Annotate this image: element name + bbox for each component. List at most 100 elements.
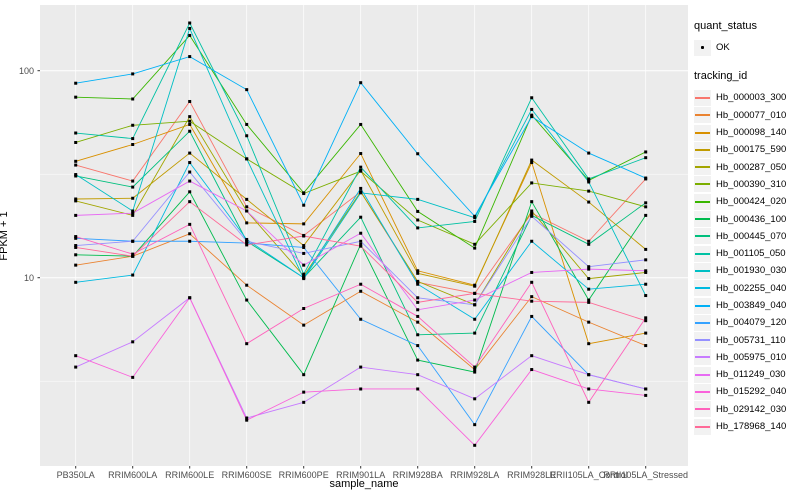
data-point xyxy=(245,221,249,225)
data-point xyxy=(188,232,192,236)
data-point xyxy=(131,185,135,189)
legend-item-Hb_000445_070: Hb_000445_070 xyxy=(694,228,800,245)
data-point xyxy=(74,213,78,217)
data-point xyxy=(644,294,648,298)
data-point xyxy=(359,81,363,85)
data-point xyxy=(74,236,78,240)
data-point xyxy=(131,239,135,243)
data-point xyxy=(245,416,249,420)
data-point xyxy=(188,115,192,119)
data-point xyxy=(245,157,249,161)
data-point xyxy=(131,137,135,141)
data-point xyxy=(188,200,192,204)
legend-key-swatch xyxy=(694,332,711,349)
legend-key-swatch xyxy=(694,262,711,279)
legend-title-tracking-id: tracking_id xyxy=(694,70,748,83)
data-point xyxy=(245,342,249,346)
legend-key-swatch xyxy=(694,193,711,210)
data-point xyxy=(359,122,363,126)
legend-item-Hb_029142_030: Hb_029142_030 xyxy=(694,401,800,418)
x-tick-label-RRIM901LA: RRIM901LA xyxy=(336,470,386,480)
data-point xyxy=(302,274,306,278)
data-point xyxy=(131,196,135,200)
data-point xyxy=(416,197,420,201)
data-point xyxy=(416,279,420,283)
data-point xyxy=(302,323,306,327)
data-point xyxy=(644,258,648,262)
data-point xyxy=(302,203,306,207)
legend-quant-status-keys: OK xyxy=(694,39,800,56)
y-tick-label: 10 xyxy=(23,272,34,283)
legend-item-Hb_000390_310: Hb_000390_310 xyxy=(694,176,800,193)
data-point xyxy=(188,26,192,30)
data-point xyxy=(74,365,78,369)
data-point xyxy=(530,280,534,284)
data-point xyxy=(416,308,420,312)
x-tick-label-RRIM600LA: RRIM600LA xyxy=(108,470,158,480)
data-point xyxy=(644,344,648,348)
data-point xyxy=(188,122,192,126)
data-point xyxy=(245,243,249,247)
data-point xyxy=(188,55,192,59)
data-point xyxy=(74,81,78,85)
data-point xyxy=(473,365,477,369)
data-point xyxy=(530,299,534,303)
data-point xyxy=(587,178,591,182)
data-point xyxy=(416,226,420,230)
data-point xyxy=(416,300,420,304)
data-point xyxy=(473,368,477,372)
data-point xyxy=(587,373,591,377)
legend-item-Hb_015292_040: Hb_015292_040 xyxy=(694,383,800,400)
data-point xyxy=(131,179,135,183)
data-point xyxy=(644,201,648,205)
data-point xyxy=(416,314,420,318)
data-point xyxy=(530,270,534,274)
data-point xyxy=(74,253,78,257)
legend-item-Hb_000175_590: Hb_000175_590 xyxy=(694,141,800,158)
data-point xyxy=(245,88,249,92)
legend-item-Hb_000003_300: Hb_000003_300 xyxy=(694,89,800,106)
data-point xyxy=(644,393,648,397)
legend-item-Hb_002255_040: Hb_002255_040 xyxy=(694,280,800,297)
data-point xyxy=(131,340,135,344)
data-point xyxy=(644,269,648,273)
data-point xyxy=(359,152,363,156)
data-point xyxy=(74,197,78,201)
data-point xyxy=(644,176,648,180)
data-point xyxy=(416,333,420,337)
line-swatch-icon xyxy=(695,131,710,134)
data-point xyxy=(473,246,477,250)
data-point xyxy=(188,222,192,226)
x-tick-label-RRIM928LA: RRIM928LA xyxy=(450,470,500,480)
data-point xyxy=(530,214,534,218)
data-point xyxy=(302,373,306,377)
legend-key-swatch xyxy=(694,107,711,124)
legend-key-label: Hb_005975_010 xyxy=(716,351,787,363)
data-point xyxy=(302,245,306,249)
data-point xyxy=(188,296,192,300)
legend-item-Hb_000287_050: Hb_000287_050 xyxy=(694,158,800,176)
data-point xyxy=(74,173,78,177)
data-point xyxy=(587,267,591,271)
data-point xyxy=(131,72,135,76)
legend-key-swatch xyxy=(694,124,711,141)
legend-key-label: Hb_001105_050 xyxy=(716,248,786,260)
line-swatch-icon xyxy=(695,321,710,324)
x-tick-label-RRIM600PE: RRIM600PE xyxy=(278,470,329,480)
data-point xyxy=(359,169,363,173)
line-swatch-icon xyxy=(695,200,710,203)
data-point xyxy=(359,239,363,243)
data-point xyxy=(359,365,363,369)
data-point xyxy=(416,271,420,275)
data-point xyxy=(302,222,306,226)
data-point xyxy=(587,189,591,193)
data-point xyxy=(530,158,534,162)
data-point xyxy=(416,373,420,377)
data-point xyxy=(302,263,306,267)
data-point xyxy=(74,159,78,163)
data-point xyxy=(245,237,249,241)
line-swatch-icon xyxy=(695,166,710,169)
legend-item-Hb_000098_140: Hb_000098_140 xyxy=(694,124,800,141)
data-point xyxy=(473,291,477,295)
data-point xyxy=(416,282,420,286)
